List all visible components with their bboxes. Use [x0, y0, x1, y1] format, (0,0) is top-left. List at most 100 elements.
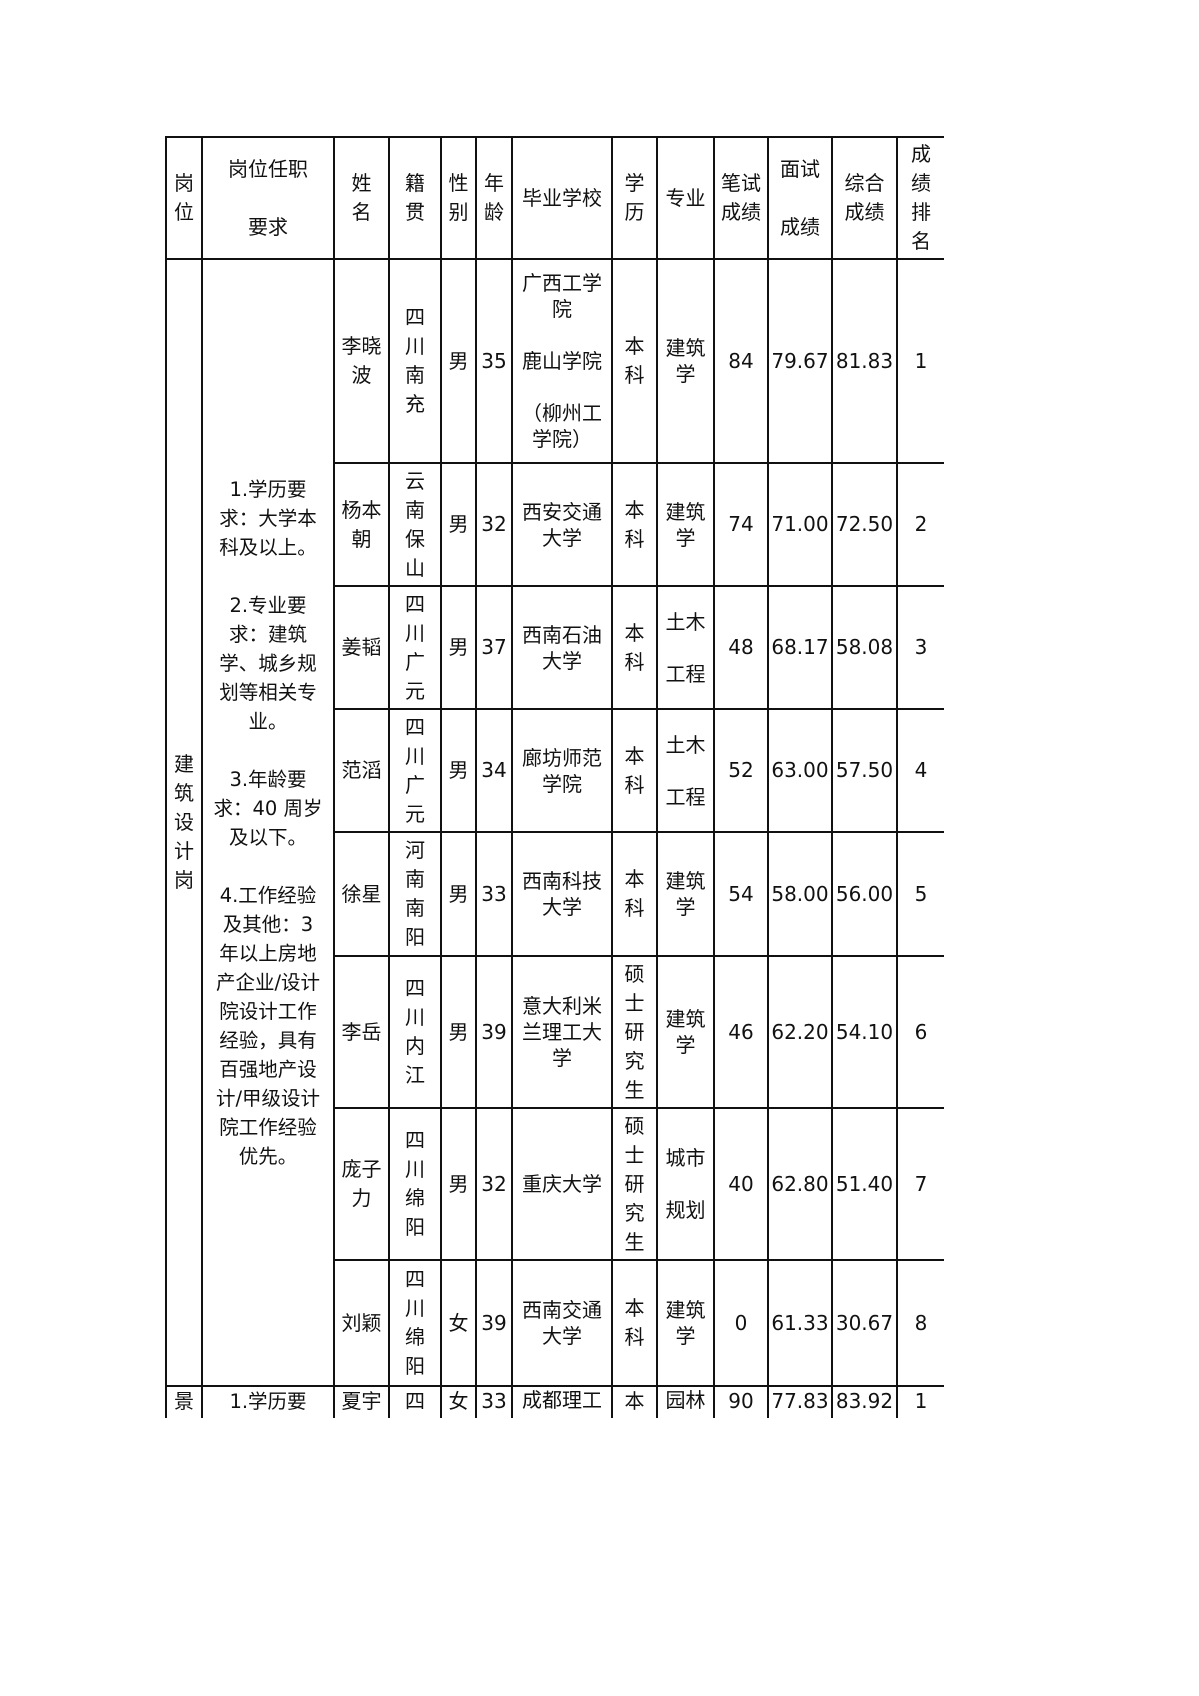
age-cell: 35	[475, 258, 513, 464]
major-cell: 土木 工程	[656, 708, 715, 833]
age-cell: 33	[475, 831, 513, 957]
interview-cell: 79.67	[767, 258, 833, 464]
origin-cell: 河 南 南 阳	[388, 831, 442, 957]
written-cell: 40	[713, 1107, 769, 1261]
table-row: 庞子 力四 川 绵 阳男 32 重庆大学硕 士 研 究 生城市 规划 40 62.80 5…	[166, 1107, 944, 1261]
major-cell: 建筑 学	[656, 462, 715, 587]
rank-cell: 2	[896, 462, 944, 587]
table-row: 范滔四 川 广 元男 34 廊坊师范 学院本 科土木 工程 52 63.00 57.50 4	[166, 708, 944, 833]
header-written-score: 笔试 成绩	[713, 136, 769, 260]
degree-cell: 本 科	[611, 462, 658, 587]
degree-cell: 本	[611, 1385, 658, 1418]
header-requirements: 岗位任职 要求	[201, 136, 335, 260]
major-cell: 土木 工程	[656, 585, 715, 710]
name-cell: 姜韬	[333, 585, 390, 710]
header-post: 岗 位	[165, 136, 203, 260]
rank-cell: 6	[896, 955, 944, 1109]
degree-cell: 本 科	[611, 708, 658, 833]
name-cell: 范滔	[333, 708, 390, 833]
degree-cell: 本 科	[611, 258, 658, 464]
total-cell: 30.67	[831, 1259, 898, 1387]
gender-cell: 男	[440, 955, 477, 1109]
age-cell: 39	[475, 955, 513, 1109]
origin-cell: 四	[388, 1385, 442, 1418]
major-cell: 建筑 学	[656, 831, 715, 957]
major-cell: 建筑 学	[656, 1259, 715, 1387]
written-cell: 52	[713, 708, 769, 833]
name-cell: 刘颖	[333, 1259, 390, 1387]
results-table-container: 岗 位岗位任职 要求姓 名籍 贯性 别年 龄毕业学校学 历专业 笔试 成绩 面试 成…	[165, 136, 944, 1418]
gender-cell: 女	[440, 1259, 477, 1387]
rank-cell: 5	[896, 831, 944, 957]
total-cell: 72.50	[831, 462, 898, 587]
total-cell: 54.10	[831, 955, 898, 1109]
school-cell: 西南交通 大学	[511, 1259, 613, 1387]
interview-cell: 68.17	[767, 585, 833, 710]
origin-cell: 四 川 广 元	[388, 585, 442, 710]
school-cell: 广西工学 院 鹿山学院 （柳州工 学院）	[511, 258, 613, 464]
rank-cell: 1	[896, 1385, 944, 1418]
origin-cell: 四 川 南 充	[388, 258, 442, 464]
gender-cell: 男	[440, 708, 477, 833]
age-cell: 34	[475, 708, 513, 833]
total-cell: 57.50	[831, 708, 898, 833]
interview-cell: 71.00	[767, 462, 833, 587]
degree-cell: 本 科	[611, 585, 658, 710]
written-cell: 74	[713, 462, 769, 587]
school-cell: 西安交通 大学	[511, 462, 613, 587]
interview-cell: 62.20	[767, 955, 833, 1109]
rank-cell: 1	[896, 258, 944, 464]
written-cell: 90	[713, 1385, 769, 1418]
interview-cell: 62.80	[767, 1107, 833, 1261]
major-cell: 园林	[656, 1385, 715, 1418]
origin-cell: 四 川 绵 阳	[388, 1107, 442, 1261]
gender-cell: 男	[440, 831, 477, 957]
origin-cell: 云 南 保 山	[388, 462, 442, 587]
gender-cell: 男	[440, 462, 477, 587]
header-total-score: 综合 成绩	[831, 136, 898, 260]
total-cell: 51.40	[831, 1107, 898, 1261]
total-cell: 58.08	[831, 585, 898, 710]
name-cell: 李岳	[333, 955, 390, 1109]
post-cell: 建 筑 设 计 岗	[165, 258, 203, 1387]
total-cell: 83.92	[831, 1385, 898, 1418]
header-row: 岗 位岗位任职 要求姓 名籍 贯性 别年 龄毕业学校学 历专业 笔试 成绩 面试 成…	[165, 136, 944, 260]
major-cell: 城市 规划	[656, 1107, 715, 1261]
interview-cell: 77.83	[767, 1385, 833, 1418]
gender-cell: 男	[440, 258, 477, 464]
written-cell: 54	[713, 831, 769, 957]
rank-cell: 3	[896, 585, 944, 710]
age-cell: 39	[475, 1259, 513, 1387]
header-origin: 籍 贯	[388, 136, 442, 260]
table-row: 徐星河 南 南 阳男 33 西南科技 大学本 科建筑 学 54 58.00 56.00 5	[166, 831, 944, 957]
requirements-cell: 1.学历要	[201, 1385, 335, 1418]
results-table: 岗 位岗位任职 要求姓 名籍 贯性 别年 龄毕业学校学 历专业 笔试 成绩 面试 成…	[165, 136, 944, 1418]
written-cell: 46	[713, 955, 769, 1109]
name-cell: 杨本 朝	[333, 462, 390, 587]
origin-cell: 四 川 内 江	[388, 955, 442, 1109]
table-row: 景 1.学历要 夏宇四女 33 成都理工本园林 90 77.83 83.92 1	[165, 1385, 944, 1418]
origin-cell: 四 川 广 元	[388, 708, 442, 833]
header-name: 姓 名	[333, 136, 390, 260]
school-cell: 意大利米 兰理工大 学	[511, 955, 613, 1109]
written-cell: 0	[713, 1259, 769, 1387]
header-degree: 学 历	[611, 136, 658, 260]
table-row: 杨本 朝云 南 保 山男 32 西安交通 大学本 科建筑 学 74 71.00 72.50…	[166, 462, 944, 587]
name-cell: 夏宇	[333, 1385, 390, 1418]
interview-cell: 63.00	[767, 708, 833, 833]
degree-cell: 本 科	[611, 831, 658, 957]
table-row: 建 筑 设 计 岗 1.学历要 求：大学本 科及以上。 2.专业要 求：建筑 学、…	[165, 258, 944, 1387]
header-rank: 成 绩 排 名	[896, 136, 944, 260]
header-interview-score: 面试 成绩	[767, 136, 833, 260]
interview-cell: 61.33	[767, 1259, 833, 1387]
degree-cell: 本 科	[611, 1259, 658, 1387]
rank-cell: 8	[896, 1259, 944, 1387]
age-cell: 37	[475, 585, 513, 710]
school-cell: 西南石油 大学	[511, 585, 613, 710]
degree-cell: 硕 士 研 究 生	[611, 955, 658, 1109]
name-cell: 庞子 力	[333, 1107, 390, 1261]
age-cell: 32	[475, 462, 513, 587]
header-school: 毕业学校	[511, 136, 613, 260]
origin-cell: 四 川 绵 阳	[388, 1259, 442, 1387]
header-major: 专业	[656, 136, 715, 260]
